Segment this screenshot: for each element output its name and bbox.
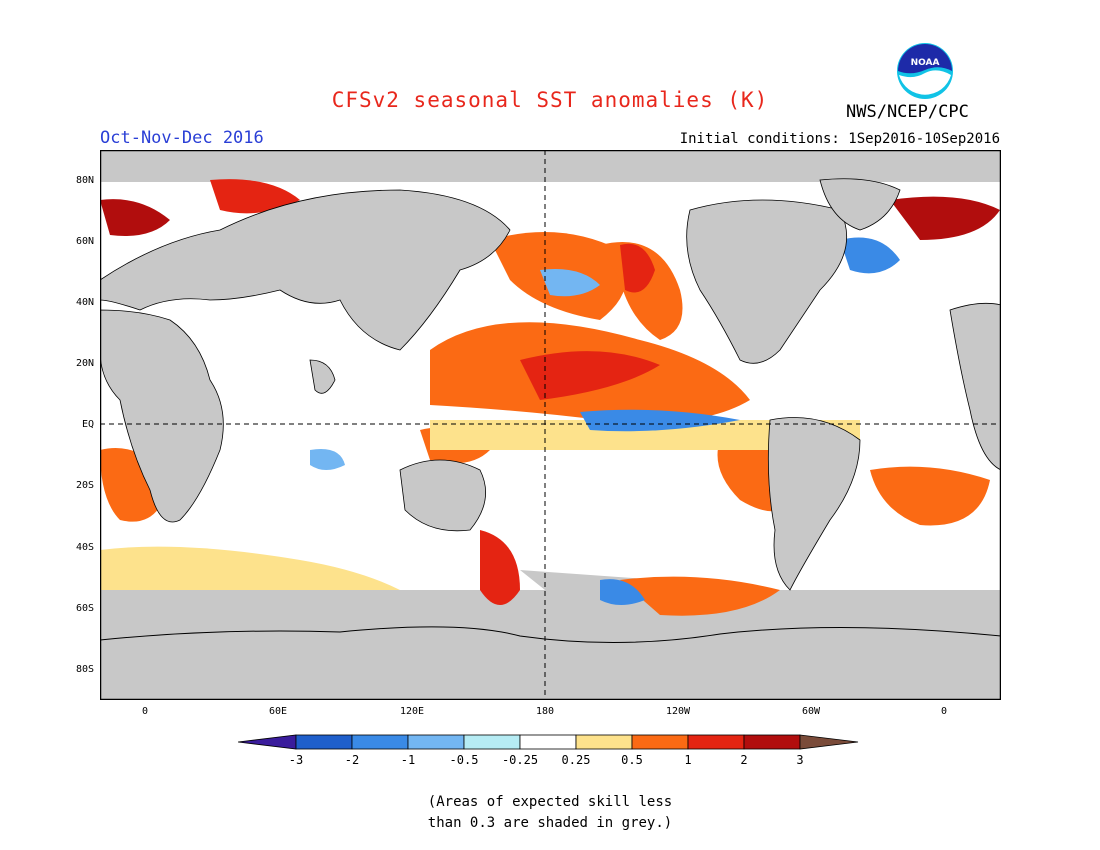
colorbar-swatch-4 [463, 734, 521, 750]
colorbar [238, 734, 859, 750]
north-atlantic-cool-anomaly [840, 237, 900, 274]
noaa-logo-text: NOAA [911, 58, 940, 68]
colorbar-label: -2 [344, 753, 360, 767]
skill-note: (Areas of expected skill less than 0.3 a… [0, 792, 1100, 834]
eurasia-landmass [100, 189, 511, 351]
colorbar-swatch-3 [407, 734, 465, 750]
colorbar-label: 1 [684, 753, 692, 767]
northeast-pacific-strong-warm [620, 243, 655, 293]
equatorial-weak-warm-band [430, 420, 860, 450]
northeast-pacific-warm-anomaly [600, 242, 683, 340]
colorbar-swatch-9 [743, 734, 801, 750]
north-america-landmass [686, 199, 847, 364]
barents-sea-warm [210, 179, 300, 214]
colorbar-swatch-6 [575, 734, 633, 750]
colorbar-swatch-2 [351, 734, 409, 750]
lat-label-60s: 60S [75, 603, 94, 614]
map-frame [100, 150, 1001, 700]
south-pacific-warm-band [620, 576, 780, 616]
southern-ocean-grey-band [100, 590, 1000, 620]
central-pacific-strong-warm [520, 351, 660, 400]
skill-note-line-1: (Areas of expected skill less [427, 794, 673, 810]
lat-label-80s: 80S [75, 664, 94, 675]
south-atlantic-east-warm [870, 466, 990, 526]
lat-label-eq: EQ [81, 419, 94, 430]
colorbar-label: 2 [740, 753, 748, 767]
colorbar-label: -0.5 [449, 753, 479, 767]
colorbar-label: -1 [400, 753, 416, 767]
colorbar-swatch-max [799, 734, 859, 750]
equatorial-pacific-cool-anomaly [580, 409, 740, 432]
continents [100, 178, 1001, 591]
colorbar-label: 0.5 [621, 753, 643, 767]
lat-label-80n: 80N [75, 175, 94, 186]
lon-label-120w: 120W [665, 706, 691, 717]
india-landmass [309, 359, 336, 394]
colorbar-swatch-1 [295, 734, 353, 750]
lat-label-20n: 20N [75, 358, 94, 369]
lon-label-0: 0 [141, 706, 149, 717]
colorbar-swatch-8 [687, 734, 745, 750]
sst-anomaly-map [100, 150, 1001, 700]
lon-label-180: 180 [535, 706, 555, 717]
initial-conditions-label: Initial conditions: 1Sep2016-10Sep2016 [679, 131, 1000, 147]
arctic-low-skill-region [100, 150, 1001, 182]
agency-label: NWS/NCEP/CPC [846, 102, 969, 122]
africa-landmass-wrap [949, 302, 1001, 471]
lat-label-20s: 20S [75, 480, 94, 491]
noaa-logo-icon: NOAA [897, 43, 953, 99]
season-label: Oct-Nov-Dec 2016 [100, 128, 264, 148]
colorbar-swatch-5 [519, 734, 577, 750]
colorbar-label: -3 [288, 753, 304, 767]
north-atlantic-west-strong-warm [100, 199, 170, 236]
africa-landmass [100, 309, 224, 523]
lon-label-60w: 60W [801, 706, 821, 717]
lat-label-60n: 60N [75, 236, 94, 247]
south-america-landmass [767, 417, 861, 591]
tasman-sea-warm-anomaly [480, 530, 520, 605]
colorbar-label: -0.25 [501, 753, 539, 767]
colorbar-label: 3 [796, 753, 804, 767]
lon-label-0-right: 0 [940, 706, 948, 717]
greenland-landmass [819, 178, 901, 231]
lat-label-40n: 40N [75, 297, 94, 308]
indian-ocean-cool-anomaly [310, 449, 345, 470]
south-pacific-cool-anomaly [600, 579, 645, 605]
antarctic-coastline [100, 626, 1001, 644]
chart-title: CFSv2 seasonal SST anomalies (K) [331, 88, 769, 112]
colorbar-label: 0.25 [561, 753, 591, 767]
southern-ocean-weak-warm [100, 546, 400, 590]
north-pacific-cool-anomaly [540, 269, 600, 297]
lat-label-40s: 40S [75, 542, 94, 553]
australia-landmass [399, 459, 486, 532]
colorbar-swatch-min [238, 734, 297, 750]
lon-label-60e: 60E [268, 706, 288, 717]
skill-note-line-2: than 0.3 are shaded in grey.) [427, 815, 673, 831]
colorbar-swatch-7 [631, 734, 689, 750]
north-atlantic-east-strong-warm [890, 196, 1000, 240]
antarctica-land [100, 620, 1001, 700]
lon-label-120e: 120E [399, 706, 425, 717]
